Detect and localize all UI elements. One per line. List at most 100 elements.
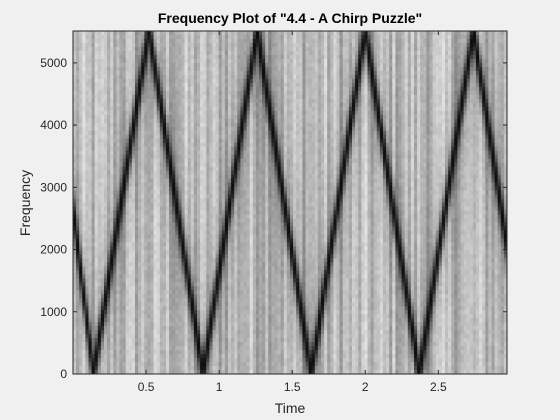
heatmap-cell [116,350,121,355]
heatmap-cell [122,354,127,359]
heatmap-cell [141,54,145,60]
heatmap-cell [147,186,152,192]
heatmap-cell [119,166,124,172]
heatmap-cell [212,138,217,144]
heatmap-cell [162,182,167,188]
heatmap-cell [212,106,217,112]
heatmap-cell [119,54,124,60]
heatmap-cell [197,110,201,116]
heatmap-cell [128,346,133,351]
heatmap-cell [215,318,220,323]
heatmap-cell [166,350,170,355]
heatmap-cell [113,158,117,164]
heatmap-cell [116,366,121,371]
heatmap-cell [122,282,127,287]
heatmap-cell [125,102,130,108]
heatmap-cell [234,178,238,184]
heatmap-cell [221,78,226,84]
heatmap-cell [82,58,86,64]
heatmap-cell [113,322,117,327]
heatmap-cell [85,34,90,40]
heatmap-cell [215,74,220,80]
heatmap-cell [125,306,130,311]
heatmap-cell [135,38,139,44]
heatmap-cell [221,362,226,367]
heatmap-cell [159,238,164,243]
heatmap-cell [113,126,117,132]
heatmap-cell [156,350,161,355]
heatmap-cell [100,298,105,303]
heatmap-cell [166,94,170,100]
heatmap-cell [147,230,152,236]
heatmap-cell [116,334,121,339]
heatmap-cell [104,62,108,68]
heatmap-cell [153,314,158,319]
heatmap-cell [190,118,195,124]
heatmap-cell [88,306,93,311]
heatmap-cell [224,122,229,128]
heatmap-cell [166,106,170,112]
heatmap-cell [200,246,204,251]
heatmap-cell [150,54,155,60]
heatmap-cell [166,366,170,371]
heatmap-cell [218,346,223,351]
heatmap-cell [73,174,77,180]
heatmap-cell [237,138,241,144]
heatmap-cell [135,86,139,92]
heatmap-cell [203,46,207,52]
heatmap-cell [113,54,117,60]
heatmap-cell [82,62,86,68]
heatmap-cell [231,254,235,259]
heatmap-cell [197,154,201,160]
heatmap-cell [237,218,241,224]
heatmap-cell [215,262,220,267]
heatmap-cell [73,262,77,267]
heatmap-cell [79,62,83,68]
heatmap-cell [169,162,173,168]
heatmap-cell [187,190,192,196]
heatmap-cell [240,50,245,56]
heatmap-cell [116,190,121,196]
heatmap-cell [218,254,223,259]
heatmap-cell [135,82,139,88]
heatmap-cell [187,34,192,40]
heatmap-cell [224,230,229,236]
heatmap-cell [147,194,152,200]
heatmap-cell [91,358,96,363]
heatmap-cell [200,310,204,315]
heatmap-cell [131,34,136,40]
heatmap-cell [193,290,198,295]
heatmap-cell [218,234,223,239]
heatmap-cell [73,294,77,299]
heatmap-cell [144,226,148,232]
heatmap-cell [122,258,127,263]
heatmap-cell [187,166,192,172]
heatmap-cell [197,230,201,236]
heatmap-cell [88,214,93,220]
heatmap-cell [147,86,152,92]
heatmap-cell [243,302,248,307]
heatmap-cell [162,338,167,343]
heatmap-cell [73,162,77,168]
heatmap-cell [144,214,148,220]
heatmap-cell [156,318,161,323]
heatmap-cell [175,126,179,132]
heatmap-cell [110,190,114,196]
heatmap-cell [197,62,201,68]
heatmap-cell [206,274,210,279]
heatmap-cell [249,214,254,220]
heatmap-cell [162,146,167,152]
heatmap-cell [76,194,80,200]
heatmap-cell [97,258,102,263]
heatmap-cell [104,294,108,299]
heatmap-cell [116,126,121,132]
heatmap-cell [150,66,155,72]
heatmap-cell [228,242,232,247]
heatmap-cell [184,34,189,40]
heatmap-cell [187,126,192,132]
heatmap-cell [224,242,229,247]
heatmap-cell [119,334,124,339]
heatmap-cell [190,182,195,188]
heatmap-cell [156,366,161,371]
heatmap-cell [79,274,83,279]
